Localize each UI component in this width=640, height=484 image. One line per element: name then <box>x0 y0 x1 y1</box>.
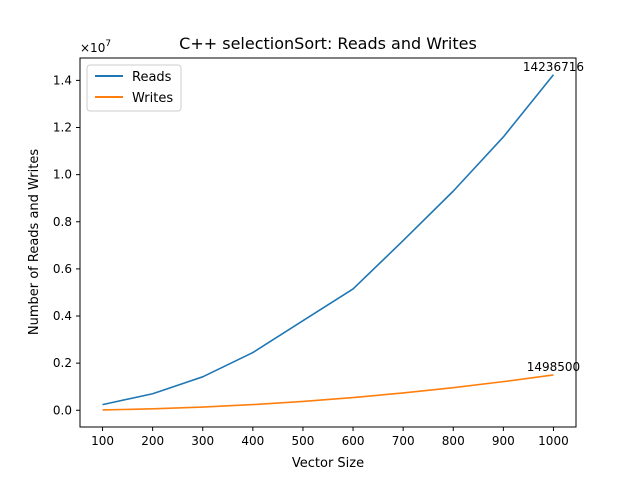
end-value-label-reads: 14236716 <box>523 60 584 74</box>
x-tick-label: 600 <box>342 434 365 448</box>
x-tick-label: 400 <box>241 434 264 448</box>
y-multiplier: ×107 <box>80 39 111 55</box>
series-line-writes <box>102 374 554 411</box>
y-tick-label: 0.0 <box>53 403 72 417</box>
x-tick-label: 500 <box>291 434 314 448</box>
y-tick-label: 1.0 <box>53 168 72 182</box>
y-multiplier-exponent: 7 <box>105 39 111 49</box>
series-line-reads <box>102 74 555 406</box>
x-tick-label: 800 <box>442 434 465 448</box>
y-tick-label: 0.2 <box>53 356 72 370</box>
x-tick-label: 900 <box>492 434 515 448</box>
y-tick-label: 1.2 <box>53 121 72 135</box>
x-tick-label: 300 <box>191 434 214 448</box>
end-value-label-writes: 1498500 <box>527 360 580 374</box>
legend: Reads Writes <box>86 64 182 112</box>
chart-title: C++ selectionSort: Reads and Writes <box>179 34 477 53</box>
x-axis-label: Vector Size <box>292 456 364 471</box>
legend-label-writes: Writes <box>132 91 173 106</box>
y-axis-label: Number of Reads and Writes <box>27 149 42 335</box>
y-tick-label: 1.4 <box>53 73 72 87</box>
x-tick-label: 700 <box>392 434 415 448</box>
x-tick-label: 1000 <box>538 434 569 448</box>
x-tick-label: 100 <box>91 434 114 448</box>
plot-frame <box>79 57 577 428</box>
y-tick-label: 0.8 <box>53 215 72 229</box>
x-tick-label: 200 <box>141 434 164 448</box>
y-multiplier-base: ×10 <box>80 41 105 55</box>
legend-label-reads: Reads <box>132 70 172 85</box>
y-tick-label: 0.6 <box>53 262 72 276</box>
y-tick-label: 0.4 <box>53 309 72 323</box>
